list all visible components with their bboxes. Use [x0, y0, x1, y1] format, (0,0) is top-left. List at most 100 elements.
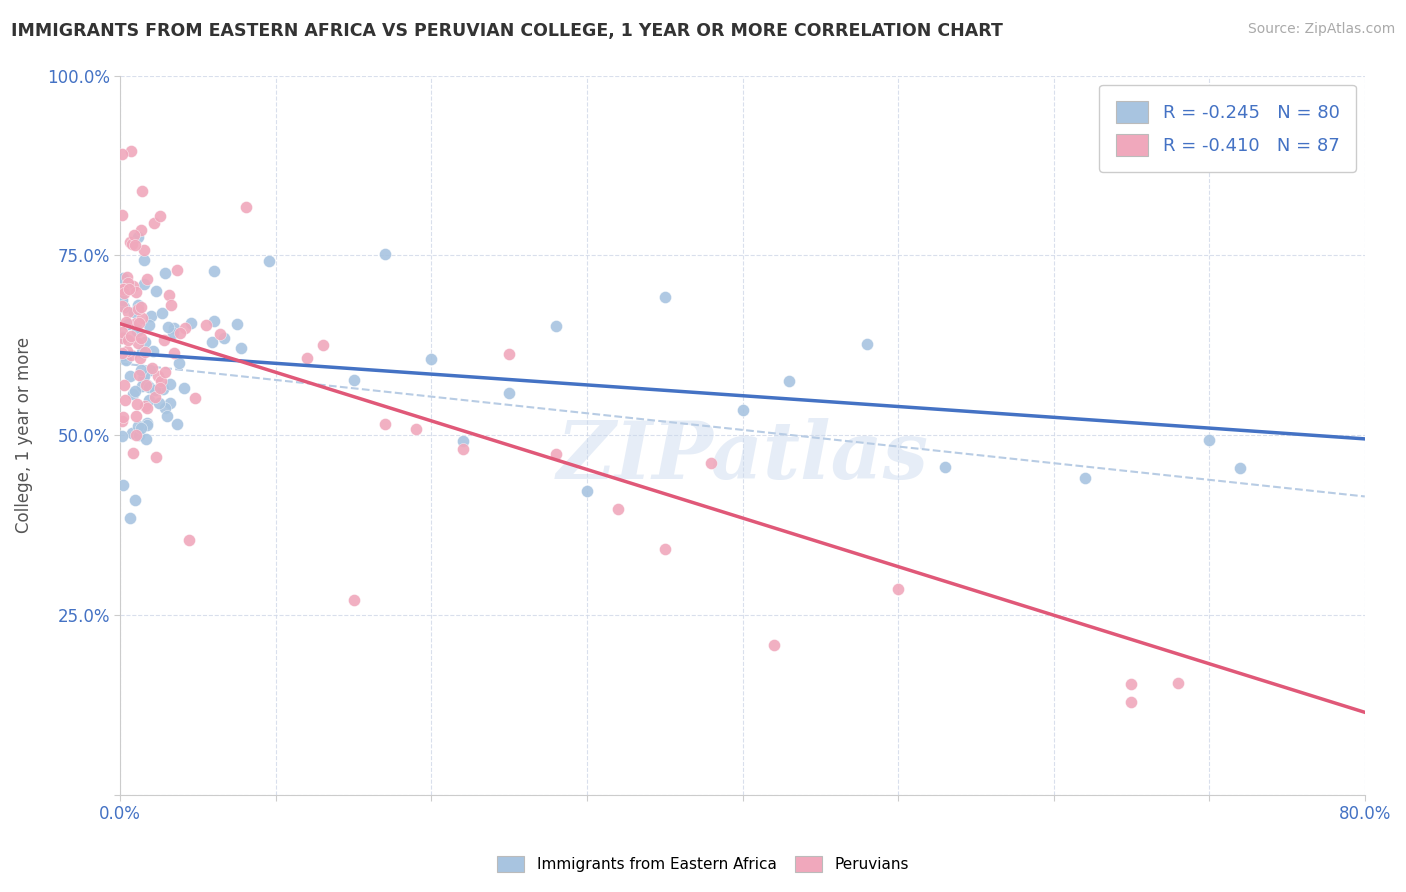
Point [129, 351, 152, 365]
Point [112, 282, 135, 296]
Point [122, 305, 145, 319]
Point [143, 383, 166, 397]
Point [112, 286, 135, 301]
Point [111, 429, 134, 443]
Point [159, 298, 181, 312]
Point [374, 247, 396, 261]
Text: Source: ZipAtlas.com: Source: ZipAtlas.com [1247, 22, 1395, 37]
Point [112, 348, 135, 362]
Point [115, 353, 138, 368]
Point [152, 382, 174, 396]
Point [180, 316, 202, 330]
Point [145, 450, 167, 464]
Point [124, 428, 146, 442]
Point [112, 410, 135, 425]
Point [127, 418, 149, 433]
Point [111, 330, 134, 344]
Point [120, 348, 142, 362]
Point [114, 392, 136, 407]
Point [128, 316, 150, 330]
Point [131, 300, 153, 314]
Point [129, 331, 152, 345]
Point [135, 378, 157, 392]
Point [135, 272, 157, 286]
Point [544, 319, 567, 334]
Point [153, 266, 176, 280]
Point [141, 360, 163, 375]
Point [132, 253, 155, 268]
Point [111, 299, 134, 313]
Point [214, 331, 236, 345]
Point [122, 227, 145, 242]
Point [498, 347, 520, 361]
Point [544, 447, 567, 461]
Point [125, 316, 148, 330]
Point [112, 300, 135, 314]
Point [420, 352, 443, 367]
Point [111, 293, 134, 307]
Point [167, 356, 190, 370]
Point [111, 209, 134, 223]
Point [451, 434, 474, 449]
Point [127, 324, 149, 338]
Point [129, 363, 152, 377]
Point [136, 417, 159, 431]
Point [128, 427, 150, 442]
Point [700, 456, 723, 470]
Point [257, 253, 280, 268]
Point [149, 381, 172, 395]
Point [111, 414, 134, 428]
Point [169, 326, 191, 340]
Point [138, 380, 160, 394]
Point [135, 377, 157, 392]
Point [125, 409, 148, 423]
Point [129, 421, 152, 435]
Point [934, 460, 956, 475]
Point [575, 483, 598, 498]
Point [135, 432, 157, 446]
Point [184, 391, 207, 405]
Point [121, 445, 143, 459]
Point [132, 371, 155, 385]
Point [124, 493, 146, 508]
Point [1074, 471, 1097, 485]
Point [142, 344, 165, 359]
Point [405, 422, 427, 436]
Point [159, 377, 181, 392]
Point [149, 209, 172, 223]
Point [121, 236, 143, 251]
Point [208, 327, 231, 342]
Point [174, 321, 197, 335]
Text: ZIPatlas: ZIPatlas [557, 418, 928, 496]
Point [156, 409, 179, 423]
Point [138, 392, 160, 407]
Point [157, 288, 180, 302]
Point [131, 344, 153, 359]
Point [343, 592, 366, 607]
Point [194, 318, 217, 332]
Point [235, 200, 257, 214]
Point [166, 263, 188, 277]
Point [157, 319, 180, 334]
Point [121, 278, 143, 293]
Text: IMMIGRANTS FROM EASTERN AFRICA VS PERUVIAN COLLEGE, 1 YEAR OR MORE CORRELATION C: IMMIGRANTS FROM EASTERN AFRICA VS PERUVI… [11, 22, 1002, 40]
Point [112, 282, 135, 296]
Point [120, 235, 142, 249]
Point [202, 314, 225, 328]
Point [139, 363, 162, 377]
Point [654, 541, 676, 556]
Point [1198, 434, 1220, 448]
Point [731, 403, 754, 417]
Point [856, 336, 879, 351]
Point [111, 478, 134, 492]
Point [124, 238, 146, 252]
Point [117, 277, 139, 291]
Point [129, 223, 152, 237]
Point [153, 401, 176, 416]
Point [120, 145, 142, 159]
Point [1121, 677, 1143, 691]
Legend: Immigrants from Eastern Africa, Peruvians: Immigrants from Eastern Africa, Peruvian… [489, 848, 917, 880]
Point [111, 346, 134, 360]
Point [1121, 694, 1143, 708]
Point [226, 317, 249, 331]
